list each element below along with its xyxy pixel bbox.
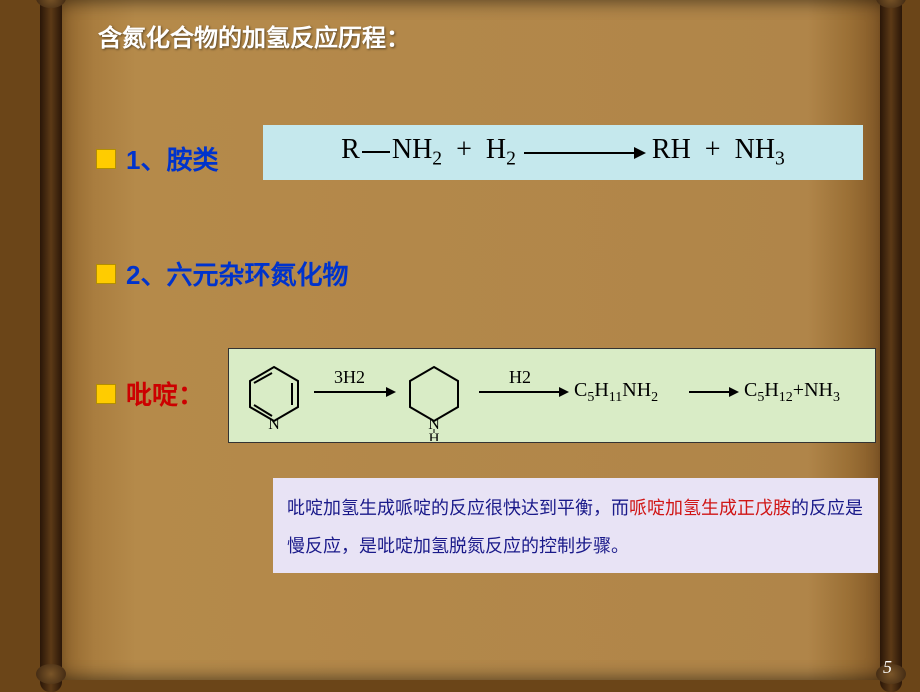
equation-rhs: RH + NH3 xyxy=(652,134,785,171)
bullet-label: 吡啶： xyxy=(126,375,204,412)
caption-text-box: 吡啶加氢生成哌啶的反应很快达到平衡，而哌啶加氢生成正戊胺的反应是慢反应，是吡啶加… xyxy=(273,478,878,573)
bullet-label: 2、六元杂环氮化物 xyxy=(126,255,348,292)
arrow-label: 3H2 xyxy=(334,367,365,388)
scroll-cap xyxy=(36,664,66,684)
page-number: 5 xyxy=(883,657,892,678)
scroll-rod-left xyxy=(40,0,62,692)
caption-part1: 吡啶加氢生成哌啶的反应很快达到平衡，而 xyxy=(287,498,629,518)
piperidine-structure-icon: N H xyxy=(404,361,464,441)
pyridine-structure-icon: N xyxy=(244,361,304,431)
bullet-square-icon xyxy=(96,384,116,404)
bullet-label: 1、胺类 xyxy=(126,140,218,177)
bullet-square-icon xyxy=(96,264,116,284)
bullet-item-amines: 1、胺类 xyxy=(96,140,218,177)
pathway-inner: N 3H2 N H H2 C5H11NH2 C5H12+NH3 xyxy=(229,349,875,442)
amine-equation-box: RNH2 + H2 RH + NH3 xyxy=(263,125,863,180)
reaction-arrow-icon xyxy=(479,391,567,393)
bullet-item-pyridine: 吡啶： xyxy=(96,375,204,412)
content-area: 含氮化合物的加氢反应历程： 1、胺类 RNH2 + H2 RH + NH3 2、… xyxy=(88,0,878,680)
slide-page: 含氮化合物的加氢反应历程： 1、胺类 RNH2 + H2 RH + NH3 2、… xyxy=(0,0,920,690)
product-formula: C5H11NH2 xyxy=(574,379,658,406)
bullet-square-icon xyxy=(96,149,116,169)
scroll-rod-right xyxy=(880,0,902,692)
caption-highlight: 哌啶加氢生成正戊胺 xyxy=(629,498,791,518)
reaction-arrow-icon xyxy=(689,391,737,393)
arrow-label: H2 xyxy=(509,367,531,388)
page-title: 含氮化合物的加氢反应历程： xyxy=(98,18,410,53)
pyridine-pathway-box: N 3H2 N H H2 C5H11NH2 C5H12+NH3 xyxy=(228,348,876,443)
equation-lhs: RNH2 + H2 xyxy=(341,134,516,171)
reaction-arrow-icon xyxy=(314,391,394,393)
svg-text:N: N xyxy=(268,416,280,431)
reaction-arrow-icon xyxy=(524,152,644,154)
bullet-item-heterocyclic: 2、六元杂环氮化物 xyxy=(96,255,348,292)
product-formula: C5H12+NH3 xyxy=(744,379,840,406)
